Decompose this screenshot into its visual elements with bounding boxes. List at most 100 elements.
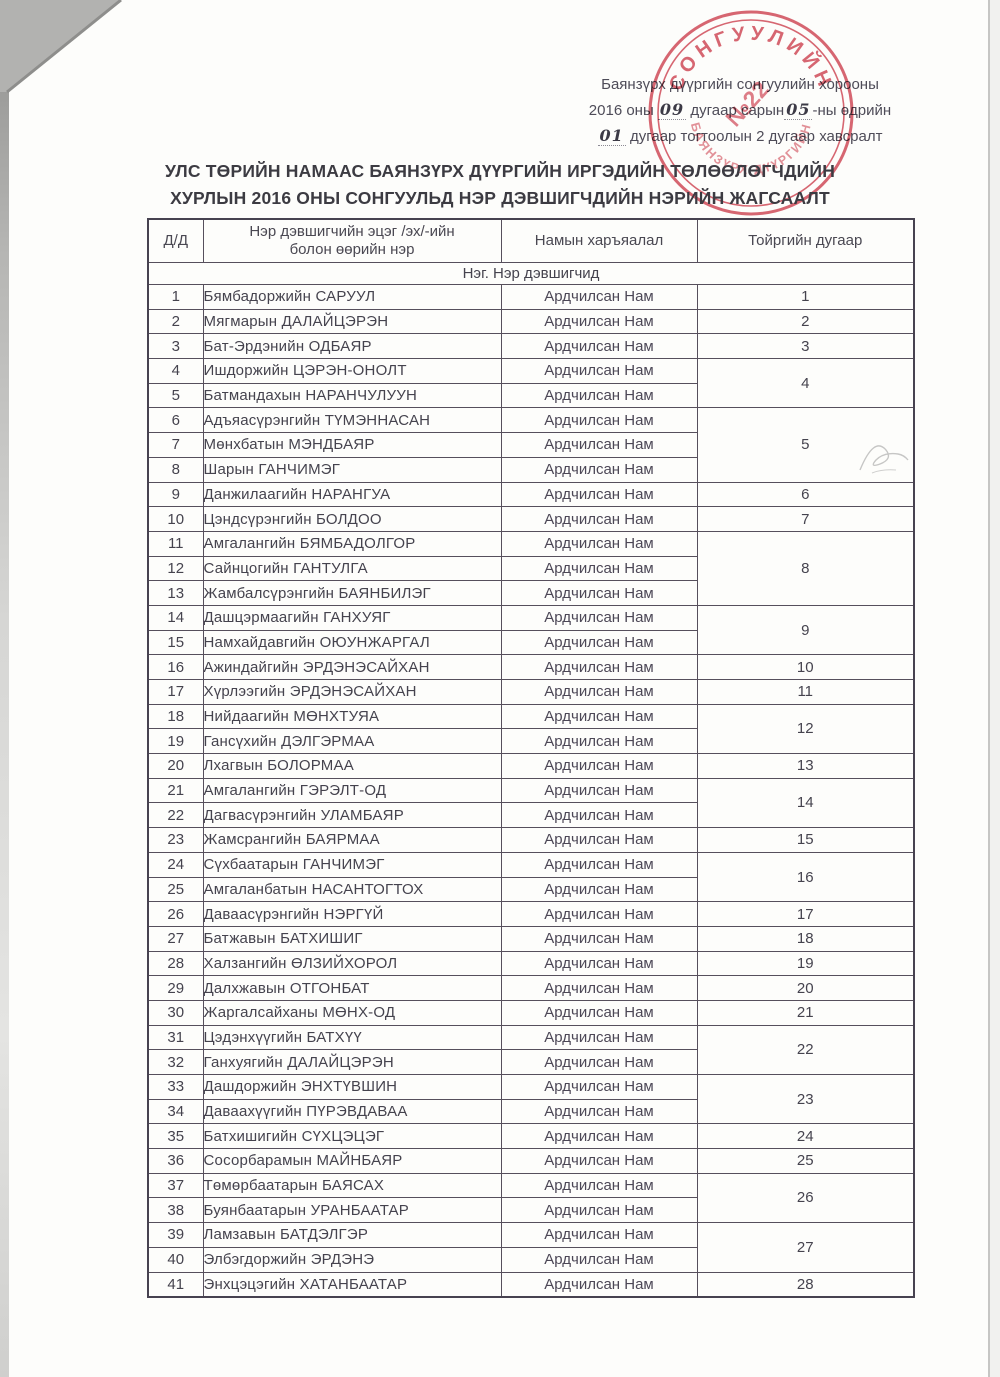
cell-district-number: 1 (696, 284, 915, 310)
header-row-number: Д/Д (147, 218, 204, 263)
cell-district-number: 26 (696, 1172, 915, 1224)
cell-party: Ардчилсан Нам (500, 901, 698, 927)
cell-party: Ардчилсан Нам (500, 1098, 698, 1125)
cell-row-number: 28 (147, 950, 204, 977)
cell-district-number: 7 (696, 506, 915, 532)
cell-candidate-name: Амгаланбатын НАСАНТОГТОХ (202, 876, 502, 903)
cell-party: Ардчилсан Нам (500, 308, 698, 335)
cell-district-number: 27 (696, 1222, 915, 1273)
header-party: Намын харъяалал (500, 218, 698, 263)
cell-row-number: 24 (147, 851, 204, 878)
table-row: 33 Дашдоржийн ЭНХТҮВШИН Ардчилсан Нам 23 (147, 1073, 915, 1125)
cell-party: Ардчилсан Нам (500, 530, 698, 557)
table-row: 22 Дагвасүрэнгийн УЛАМБАЯР Ардчилсан Нам (147, 802, 914, 829)
cell-row-number: 3 (147, 333, 204, 360)
cell-district-number: 23 (696, 1073, 915, 1125)
cell-district-number: 18 (696, 925, 915, 952)
cell-district-number: 11 (696, 679, 915, 705)
cell-candidate-name: Цэдэнхүүгийн БАТХҮҮ (202, 1024, 502, 1051)
cell-party: Ардчилсан Нам (500, 1197, 698, 1224)
page-title-line2: ХУРЛЫН 2016 ОНЫ СОНГУУЛЬД НЭР ДЭВШИГЧДИЙ… (170, 188, 830, 208)
candidate-table-body: Нэг. Нэр дэвшигчид 1 Бямбадоржийн САРУУЛ А… (147, 262, 915, 1298)
cell-district-number: 15 (696, 827, 915, 853)
cell-party: Ардчилсан Нам (500, 1024, 698, 1051)
table-row: 38 Буянбаатарын УРАНБААТАР Ардчилсан Нам (147, 1197, 914, 1224)
cell-row-number: 27 (147, 925, 204, 952)
cell-row-number: 41 (147, 1271, 204, 1298)
cell-candidate-name: Төмөрбаатарын БАЯСАХ (202, 1172, 502, 1199)
stamp-number: №22 (720, 76, 774, 131)
resolution-note-line2: 2016 оны 09 дугаар сарын 05 -ны өдрийн (588, 100, 892, 120)
cell-district-number: 20 (696, 975, 915, 1001)
cell-row-number: 23 (147, 827, 204, 853)
cell-candidate-name: Мөнхбатын МЭНДБАЯР (202, 432, 502, 458)
cell-party: Ардчилсан Нам (500, 1049, 698, 1075)
cell-party: Ардчилсан Нам (500, 1246, 698, 1273)
cell-party: Ардчилсан Нам (500, 876, 698, 903)
cell-row-number: 40 (147, 1246, 204, 1273)
cell-party: Ардчилсан Нам (500, 333, 698, 360)
cell-row-number: 22 (147, 802, 204, 829)
cell-party: Ардчилсан Нам (500, 654, 698, 680)
table-row: 4 Ишдоржийн ЦЭРЭН-ОНОЛТ Ардчилсан Нам 4 (147, 358, 915, 409)
cell-district-number: 8 (696, 530, 915, 606)
cell-party: Ардчилсан Нам (500, 703, 698, 730)
cell-party: Ардчилсан Нам (500, 580, 698, 606)
cell-candidate-name: Амгалангийн БЯМБАДОЛГОР (202, 530, 502, 557)
cell-row-number: 36 (147, 1148, 204, 1174)
cell-party: Ардчилсан Нам (500, 1074, 698, 1100)
cell-candidate-name: Жамсрангийн БАЯРМАА (202, 827, 502, 853)
cell-row-number: 2 (147, 308, 204, 335)
cell-candidate-name: Батжавын БАТХИШИГ (202, 925, 502, 952)
cell-party: Ардчилсан Нам (500, 1222, 698, 1248)
right-scan-edge-shadow (988, 0, 1000, 1377)
handwritten-month: 09 (657, 100, 687, 120)
cell-candidate-name: Сүхбаатарын ГАНЧИМЭГ (202, 851, 502, 878)
cell-candidate-name: Элбэгдоржийн ЭРДЭНЭ (202, 1246, 502, 1273)
cell-candidate-name: Ламзавын БАТДЭЛГЭР (202, 1222, 502, 1248)
table-row: 17 Хүрлээгийн ЭРДЭНЭСАЙХАН Ардчилсан Нам 11 (147, 679, 915, 705)
table-row: 40 Элбэгдоржийн ЭРДЭНЭ Ардчилсан Нам (147, 1246, 914, 1273)
cell-district-number: 19 (696, 950, 915, 977)
table-row: 15 Намхайдавгийн ОЮУНЖАРГАЛ Ардчилсан Нам (147, 629, 914, 656)
candidate-table: Д/Д Нэр дэвшигчийн эцэг /эх/-ийн болон ө… (147, 218, 915, 1299)
candidate-table-header: Д/Д Нэр дэвшигчийн эцэг /эх/-ийн болон ө… (147, 218, 915, 263)
table-row: 16 Ажиндайгийн ЭРДЭНЭСАЙХАН Ардчилсан Нам 1… (147, 654, 915, 680)
table-row: 39 Ламзавын БАТДЭЛГЭР Ардчилсан Нам 27 (147, 1222, 915, 1273)
table-row: 19 Гансүхийн ДЭЛГЭРМАА Ардчилсан Нам (147, 728, 914, 755)
cell-row-number: 35 (147, 1123, 204, 1150)
table-row: 23 Жамсрангийн БАЯРМАА Ардчилсан Нам 15 (147, 827, 915, 853)
table-row: 26 Даваасүрэнгийн НЭРГҮЙ Ардчилсан Нам 17 (147, 901, 915, 927)
cell-row-number: 16 (147, 654, 204, 680)
table-row: 24 Сүхбаатарын ГАНЧИМЭГ Ардчилсан Нам 16 (147, 851, 915, 903)
stamp-inner-ring (657, 19, 845, 207)
cell-district-number: 4 (696, 358, 915, 409)
cell-district-number: 2 (696, 308, 915, 335)
cell-row-number: 13 (147, 580, 204, 606)
cell-party: Ардчилсан Нам (500, 481, 698, 508)
table-row: 29 Далхжавын ОТГОНБАТ Ардчилсан Нам 20 (147, 975, 915, 1001)
cell-district-number: 28 (696, 1271, 915, 1298)
cell-row-number: 15 (147, 629, 204, 656)
cell-party: Ардчилсан Нам (500, 777, 698, 804)
cell-candidate-name: Буянбаатарын УРАНБААТАР (202, 1197, 502, 1224)
cell-party: Ардчилсан Нам (500, 506, 698, 532)
table-row: 28 Халзангийн ӨЛЗИЙХОРОЛ Ардчилсан Нам 19 (147, 950, 915, 977)
cell-candidate-name: Амгалангийн ГЭРЭЛТ-ОД (202, 777, 502, 804)
table-row: 37 Төмөрбаатарын БАЯСАХ Ардчилсан Нам 26 (147, 1172, 915, 1224)
cell-row-number: 26 (147, 901, 204, 927)
cell-candidate-name: Нийдаагийн МӨНХТУЯА (202, 703, 502, 730)
cell-row-number: 29 (147, 975, 204, 1001)
cell-row-number: 38 (147, 1197, 204, 1224)
cell-candidate-name: Сосорбарамын МАЙНБАЯР (202, 1148, 502, 1174)
handwritten-day: 05 (784, 100, 813, 120)
cell-candidate-name: Дашдоржийн ЭНХТҮВШИН (202, 1074, 502, 1100)
table-row: 32 Ганхуягийн ДАЛАЙЦЭРЭН Ардчилсан Нам (147, 1049, 914, 1075)
cell-party: Ардчилсан Нам (500, 851, 698, 878)
cell-party: Ардчилсан Нам (500, 1172, 698, 1199)
cell-row-number: 14 (147, 604, 204, 631)
cell-row-number: 7 (147, 432, 204, 458)
section-title: Нэг. Нэр дэвшигчид (147, 262, 915, 285)
cell-candidate-name: Энхцэцэгийн ХАТАНБААТАР (202, 1271, 502, 1298)
